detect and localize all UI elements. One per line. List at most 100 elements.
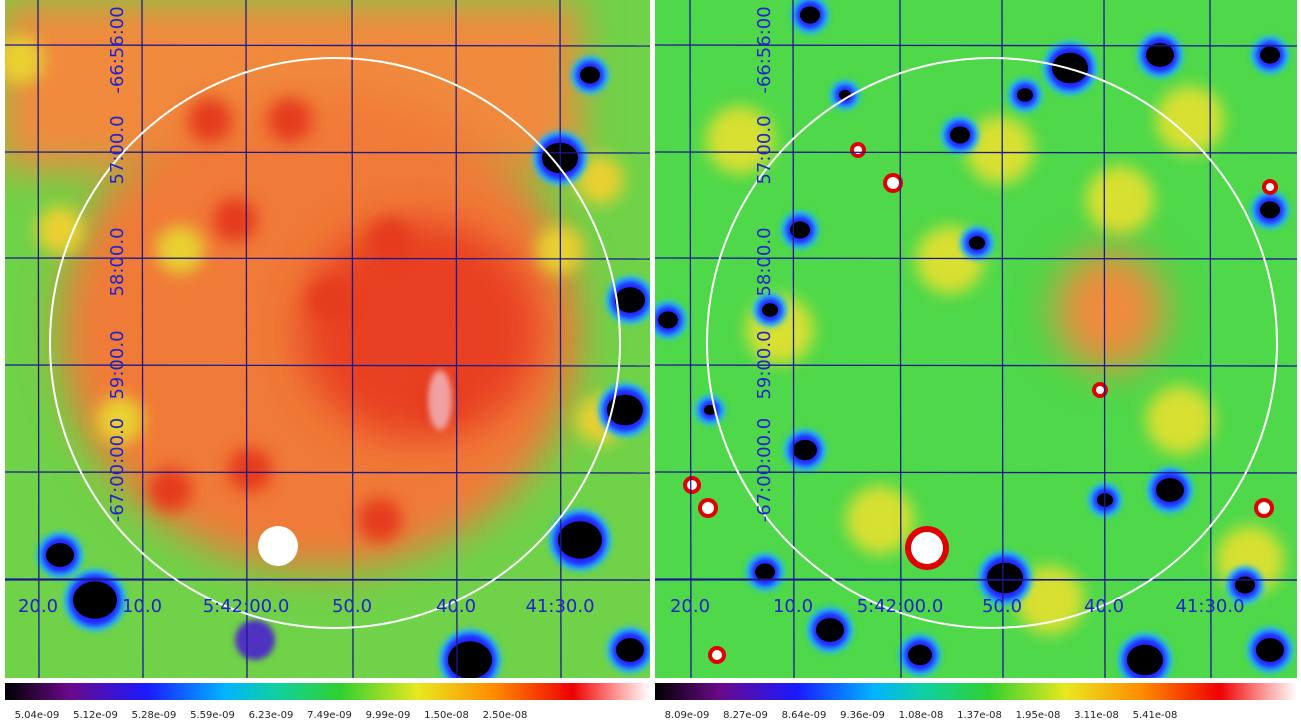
source: [704, 404, 716, 416]
y-axis-label: 58:00.0: [107, 227, 128, 296]
source: [1266, 183, 1274, 191]
emission: [148, 468, 192, 512]
source: [1235, 576, 1255, 594]
source: [1258, 502, 1270, 514]
grid-line: [141, 0, 144, 678]
emission: [156, 226, 204, 274]
colorbar-label: 2.50e-08: [483, 710, 528, 721]
emission: [228, 448, 272, 492]
source: [258, 526, 298, 566]
source: [1096, 386, 1104, 394]
source: [658, 311, 678, 329]
colorbar-label: 5.28e-09: [132, 710, 177, 721]
y-axis-label: 59:00.0: [107, 330, 128, 399]
grid-line: [655, 257, 1297, 260]
emission: [268, 98, 312, 142]
emission: [308, 278, 352, 322]
source: [46, 543, 74, 567]
source: [702, 502, 714, 514]
colorbar: [655, 683, 1297, 700]
grid-line: [655, 471, 1297, 474]
grid-line: [5, 471, 650, 474]
source: [1146, 43, 1174, 67]
emission: [1156, 86, 1224, 154]
grid-line: [5, 257, 650, 260]
x-axis-label: 20.0: [670, 596, 710, 617]
source: [1260, 201, 1280, 219]
emission: [1055, 250, 1165, 370]
colorbar-label: 8.09e-09: [665, 710, 710, 721]
emission: [846, 486, 914, 554]
source: [911, 532, 943, 564]
emission: [1086, 166, 1154, 234]
emission: [368, 218, 412, 262]
colorbar-label: 1.37e-08: [957, 710, 1002, 721]
emission: [5, 36, 44, 84]
source: [687, 480, 697, 490]
emission: [96, 396, 144, 444]
grid-line: [559, 0, 562, 678]
source: [580, 66, 600, 84]
source: [969, 236, 985, 250]
source: [616, 638, 644, 662]
source: [73, 581, 117, 619]
source: [762, 303, 778, 317]
grid-line: [1001, 0, 1004, 678]
emission: [300, 220, 540, 440]
emission: [213, 198, 257, 242]
emission: [706, 106, 774, 174]
emission: [358, 498, 402, 542]
emission: [1146, 386, 1214, 454]
source: [950, 126, 970, 144]
x-axis-label: 41:30.0: [525, 596, 594, 617]
emission: [36, 206, 84, 254]
grid-line: [5, 44, 650, 47]
colorbar-label: 5.41e-08: [1133, 710, 1178, 721]
y-axis-label: 57:00.0: [107, 115, 128, 184]
x-axis-label: 5:42:00.0: [203, 596, 290, 617]
y-axis-label: 58:00.0: [754, 227, 775, 296]
colorbar-label: 1.50e-08: [424, 710, 469, 721]
source: [1256, 638, 1284, 662]
region-circle: [706, 57, 1278, 629]
grid-line: [1103, 0, 1106, 678]
x-axis-label: 5:42:00.0: [857, 596, 944, 617]
source: [908, 644, 932, 666]
source: [755, 563, 775, 581]
grid-line: [899, 0, 902, 678]
grid-line: [5, 364, 650, 367]
colorbar: [5, 683, 650, 700]
grid-line: [655, 364, 1297, 367]
x-axis-label: 10.0: [773, 596, 813, 617]
emission: [576, 156, 624, 204]
colorbar-label: 9.99e-09: [366, 710, 411, 721]
source: [793, 439, 817, 461]
x-axis-label: 40.0: [1084, 596, 1124, 617]
x-axis-label: 41:30.0: [1175, 596, 1244, 617]
source: [790, 221, 810, 239]
y-axis-label: -67:00:00.0: [107, 418, 128, 523]
y-axis-label: -67:00:00.0: [754, 418, 775, 523]
source: [1156, 478, 1184, 502]
grid-line: [1209, 0, 1212, 678]
x-axis-label: 50.0: [332, 596, 372, 617]
image-panel: -66:56:00 57:00.0 58:00.0 59:00.0 -67:00:00.…: [655, 0, 1297, 678]
grid-line: [5, 151, 650, 154]
source: [615, 287, 645, 313]
colorbar-label: 1.08e-08: [899, 710, 944, 721]
grid-line: [655, 151, 1297, 154]
source: [448, 641, 492, 678]
x-axis-label: 40.0: [436, 596, 476, 617]
source: [712, 650, 722, 660]
colorbar-label: 5.59e-09: [190, 710, 235, 721]
source: [235, 620, 275, 660]
grid-line: [351, 0, 354, 678]
grid-line: [245, 0, 248, 678]
grid-line: [37, 0, 40, 678]
colorbar-label: 1.95e-08: [1016, 710, 1061, 721]
colorbar-label: 7.49e-09: [307, 710, 352, 721]
source: [1260, 46, 1280, 64]
colorbar-label: 5.12e-09: [73, 710, 118, 721]
colorbar-label: 8.27e-09: [723, 710, 768, 721]
